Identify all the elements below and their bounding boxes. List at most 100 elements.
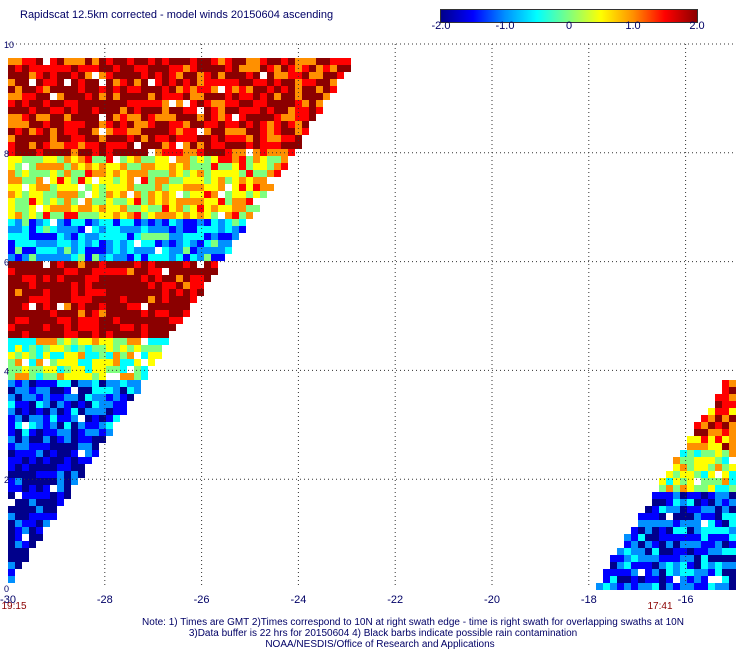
- data-cell: [218, 107, 225, 114]
- data-cell: [57, 422, 64, 429]
- colorbar: [440, 9, 698, 23]
- data-cell: [169, 142, 176, 149]
- data-cell: [120, 205, 127, 212]
- data-cell: [71, 303, 78, 310]
- data-cell: [694, 492, 701, 499]
- data-cell: [50, 387, 57, 394]
- data-cell: [64, 205, 71, 212]
- data-cell: [22, 275, 29, 282]
- data-cell: [295, 86, 302, 93]
- data-cell: [134, 296, 141, 303]
- data-cell: [176, 240, 183, 247]
- data-cell: [253, 121, 260, 128]
- data-cell: [134, 93, 141, 100]
- data-cell: [106, 86, 113, 93]
- data-cell: [729, 380, 736, 387]
- data-cell: [29, 289, 36, 296]
- chart-title: Rapidscat 12.5km corrected - model winds…: [20, 9, 334, 21]
- data-cell: [15, 198, 22, 205]
- data-cell: [106, 289, 113, 296]
- data-cell: [267, 93, 274, 100]
- data-cell: [190, 170, 197, 177]
- data-cell: [176, 219, 183, 226]
- data-cell: [92, 366, 99, 373]
- data-cell: [29, 436, 36, 443]
- data-cell: [57, 261, 64, 268]
- data-cell: [50, 149, 57, 156]
- data-cell: [43, 205, 50, 212]
- data-cell: [36, 121, 43, 128]
- data-cell: [120, 373, 127, 380]
- x-tick-label: -20: [484, 594, 500, 606]
- data-cell: [330, 58, 337, 65]
- data-cell: [148, 86, 155, 93]
- data-cell: [708, 422, 715, 429]
- data-cell: [281, 142, 288, 149]
- data-cell: [239, 149, 246, 156]
- data-cell: [687, 436, 694, 443]
- data-cell: [281, 163, 288, 170]
- data-cell: [246, 128, 253, 135]
- data-cell: [211, 142, 218, 149]
- data-cell: [36, 443, 43, 450]
- data-cell: [71, 128, 78, 135]
- data-cell: [722, 513, 729, 520]
- data-cell: [71, 268, 78, 275]
- data-cell: [722, 555, 729, 562]
- data-cell: [162, 142, 169, 149]
- data-cell: [8, 142, 15, 149]
- data-cell: [29, 338, 36, 345]
- data-cell: [148, 212, 155, 219]
- data-cell: [78, 100, 85, 107]
- data-cell: [253, 58, 260, 65]
- data-cell: [729, 569, 736, 576]
- data-cell: [29, 135, 36, 142]
- data-cell: [8, 184, 15, 191]
- data-cell: [148, 247, 155, 254]
- data-cell: [183, 219, 190, 226]
- data-cell: [666, 548, 673, 555]
- data-cell: [50, 254, 57, 261]
- data-cell: [71, 450, 78, 457]
- data-cell: [113, 401, 120, 408]
- data-cell: [239, 93, 246, 100]
- data-cell: [666, 576, 673, 583]
- data-cell: [64, 58, 71, 65]
- data-cell: [15, 114, 22, 121]
- data-cell: [204, 86, 211, 93]
- data-cell: [113, 72, 120, 79]
- data-cell: [267, 149, 274, 156]
- data-cell: [197, 184, 204, 191]
- data-cell: [50, 401, 57, 408]
- data-cell: [253, 170, 260, 177]
- data-cell: [134, 338, 141, 345]
- data-cell: [8, 373, 15, 380]
- data-cell: [36, 65, 43, 72]
- data-cell: [190, 268, 197, 275]
- data-cell: [715, 401, 722, 408]
- data-cell: [218, 219, 225, 226]
- data-cell: [141, 254, 148, 261]
- data-cell: [29, 527, 36, 534]
- data-cell: [50, 296, 57, 303]
- data-cell: [71, 324, 78, 331]
- data-cell: [43, 79, 50, 86]
- data-cell: [64, 163, 71, 170]
- data-cell: [85, 233, 92, 240]
- data-cell: [85, 198, 92, 205]
- data-cell: [197, 233, 204, 240]
- data-cell: [204, 135, 211, 142]
- data-cell: [225, 135, 232, 142]
- data-cell: [15, 135, 22, 142]
- data-cell: [15, 324, 22, 331]
- y-tick-label: 6: [4, 258, 9, 268]
- data-cell: [729, 478, 736, 485]
- data-cell: [99, 93, 106, 100]
- data-cell: [162, 310, 169, 317]
- data-cell: [204, 233, 211, 240]
- data-cell: [64, 443, 71, 450]
- data-cell: [701, 450, 708, 457]
- data-cell: [78, 373, 85, 380]
- data-cell: [71, 429, 78, 436]
- data-cell: [211, 65, 218, 72]
